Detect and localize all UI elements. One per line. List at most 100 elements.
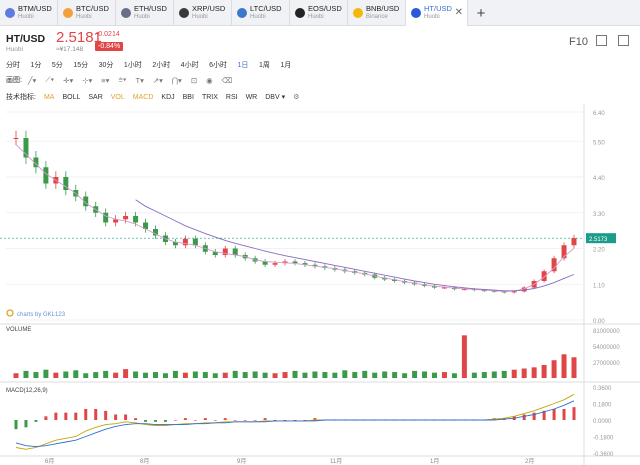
candle-body bbox=[292, 261, 298, 264]
price-tick-label: 0.00 bbox=[593, 319, 605, 325]
timeframe-30分[interactable]: 30分 bbox=[98, 62, 114, 69]
candle-body bbox=[521, 287, 527, 292]
tab-ltc-usd[interactable]: LTC/USD Huobi bbox=[232, 0, 290, 26]
indicator-wr[interactable]: WR bbox=[245, 93, 258, 101]
last-price: 2.5181 bbox=[56, 29, 102, 46]
cny-price: ≈¥17.148 bbox=[56, 46, 84, 53]
macd-histogram-bar bbox=[163, 420, 167, 422]
ray-tool-icon[interactable]: ⟋▾ bbox=[45, 75, 55, 84]
node-tool-icon[interactable]: ⊹▾ bbox=[82, 75, 93, 85]
candle-body bbox=[282, 261, 288, 264]
indicator-bbi[interactable]: BBI bbox=[182, 93, 194, 101]
timeframe-1分[interactable]: 1分 bbox=[30, 62, 42, 69]
tab-xrp-usd[interactable]: XRP/USD Huobi bbox=[174, 0, 232, 26]
volume-bar bbox=[441, 372, 447, 378]
candle-body bbox=[561, 245, 567, 259]
tab-eth-usd[interactable]: ETH/USD Huobi bbox=[116, 0, 174, 26]
tab-btm-usd[interactable]: BTM/USD Huobi bbox=[0, 0, 58, 26]
trash-icon[interactable]: ⌫ bbox=[221, 75, 233, 85]
tab-bnb-usd[interactable]: BNB/USD Binance bbox=[348, 0, 406, 26]
macd-histogram-bar bbox=[44, 416, 48, 420]
tab-symbol: BTC/USD bbox=[76, 4, 109, 13]
settings-gear-icon[interactable]: ⚙ bbox=[293, 94, 300, 101]
candle-body bbox=[212, 251, 218, 255]
add-tab-button[interactable]: + bbox=[476, 4, 486, 22]
volume-bar bbox=[511, 369, 517, 378]
macd-histogram-bar bbox=[273, 420, 277, 421]
eye-tool-icon[interactable]: ◉ bbox=[206, 75, 213, 85]
candle-body bbox=[262, 261, 268, 265]
indicator-boll[interactable]: BOLL bbox=[62, 93, 81, 101]
candle-body bbox=[123, 216, 129, 220]
candle-body bbox=[63, 177, 69, 190]
tab-symbol: XRP/USD bbox=[192, 4, 226, 13]
coin-icon bbox=[121, 8, 131, 18]
timeframe-6小时[interactable]: 6小时 bbox=[209, 62, 228, 69]
candle-body bbox=[501, 291, 507, 293]
macd-histogram-bar bbox=[313, 418, 317, 420]
tab-btc-usd[interactable]: BTC/USD Huobi bbox=[58, 0, 116, 26]
magnet-tool-icon[interactable]: ⋂▾ bbox=[171, 75, 182, 85]
macd-histogram-bar bbox=[114, 414, 118, 420]
timeframe-15分[interactable]: 15分 bbox=[73, 62, 89, 69]
x-tick-label: 6月 bbox=[45, 458, 54, 465]
tab-exchange: Huobi bbox=[18, 14, 34, 20]
candle-body bbox=[432, 285, 437, 288]
volume-bar bbox=[43, 369, 49, 378]
candle-body bbox=[551, 258, 557, 272]
volume-bar bbox=[133, 371, 139, 378]
indicator-ma[interactable]: MA bbox=[43, 93, 55, 101]
candle-body bbox=[23, 138, 29, 158]
candle-body bbox=[83, 196, 89, 207]
screenshot-icon[interactable] bbox=[596, 35, 607, 46]
tab-symbol: EOS/USD bbox=[308, 4, 342, 13]
price-change: -0.0214 bbox=[96, 31, 120, 38]
timeframe-5分[interactable]: 5分 bbox=[51, 62, 63, 69]
timeframe-2小时[interactable]: 2小时 bbox=[152, 62, 171, 69]
lock-tool-icon[interactable]: ⊡ bbox=[190, 75, 198, 85]
macd-histogram-bar bbox=[14, 420, 18, 430]
tab-exchange: Binance bbox=[366, 14, 388, 20]
close-tab-icon[interactable]: ✕ bbox=[454, 7, 463, 18]
volume-bar bbox=[172, 370, 178, 378]
crosshair-tool-icon[interactable]: ✛▾ bbox=[63, 75, 74, 85]
indicator-macd[interactable]: MACD bbox=[132, 93, 154, 101]
timeframe-1周[interactable]: 1周 bbox=[258, 62, 270, 69]
price-tick-label: 2.20 bbox=[593, 248, 605, 254]
macd-tick-label: 0.3600 bbox=[593, 386, 612, 392]
macd-histogram-bar bbox=[124, 414, 128, 420]
volume-bar bbox=[302, 372, 308, 378]
fib-tool-icon[interactable]: ⩧▾ bbox=[118, 75, 127, 84]
macd-tick-label: 0.0000 bbox=[593, 419, 612, 425]
timeframe-1日[interactable]: 1日 bbox=[237, 62, 249, 69]
indicator-kdj[interactable]: KDJ bbox=[161, 93, 175, 101]
tab-symbol: BNB/USD bbox=[366, 4, 400, 13]
text-tool-icon[interactable]: T▾ bbox=[135, 75, 144, 85]
tab-eos-usd[interactable]: EOS/USD Huobi bbox=[290, 0, 348, 26]
indicator-trix[interactable]: TRIX bbox=[201, 93, 218, 101]
channel-tool-icon[interactable]: ≡▾ bbox=[101, 75, 110, 85]
line-tool-icon[interactable]: ╱▾ bbox=[27, 75, 37, 85]
timeframe-1小时[interactable]: 1小时 bbox=[123, 62, 142, 69]
indicator-sar[interactable]: SAR bbox=[88, 93, 103, 101]
macd-histogram-bar bbox=[233, 420, 237, 421]
f10-button[interactable]: F10 bbox=[569, 36, 588, 48]
tab-ht-usd[interactable]: HT/USD Huobi ✕ bbox=[406, 0, 468, 26]
indicator-rsi[interactable]: RSI bbox=[225, 93, 238, 101]
tab-exchange: Huobi bbox=[250, 14, 266, 20]
arrow-tool-icon[interactable]: ↗▾ bbox=[152, 75, 163, 85]
coin-icon bbox=[353, 8, 363, 18]
volume-bar bbox=[392, 372, 398, 378]
ma-fast-line bbox=[15, 144, 575, 292]
timeframe-4小时[interactable]: 4小时 bbox=[180, 62, 199, 69]
timeframe-1月[interactable]: 1月 bbox=[280, 62, 292, 69]
indicator-dbv[interactable]: DBV ▾ bbox=[265, 94, 286, 101]
timeframe-分时[interactable]: 分时 bbox=[6, 62, 20, 69]
volume-bar bbox=[232, 370, 238, 378]
volume-tick-label: 81000000 bbox=[593, 329, 620, 335]
price-chart[interactable]: 6.40 5.50 4.40 3.30 2.20 1.10 0.00 2.5173 charts… bbox=[0, 104, 640, 465]
indicator-vol[interactable]: VOL bbox=[110, 93, 125, 101]
candle-body bbox=[302, 263, 308, 265]
watermark-icon bbox=[6, 309, 14, 317]
fullscreen-icon[interactable] bbox=[618, 35, 629, 46]
